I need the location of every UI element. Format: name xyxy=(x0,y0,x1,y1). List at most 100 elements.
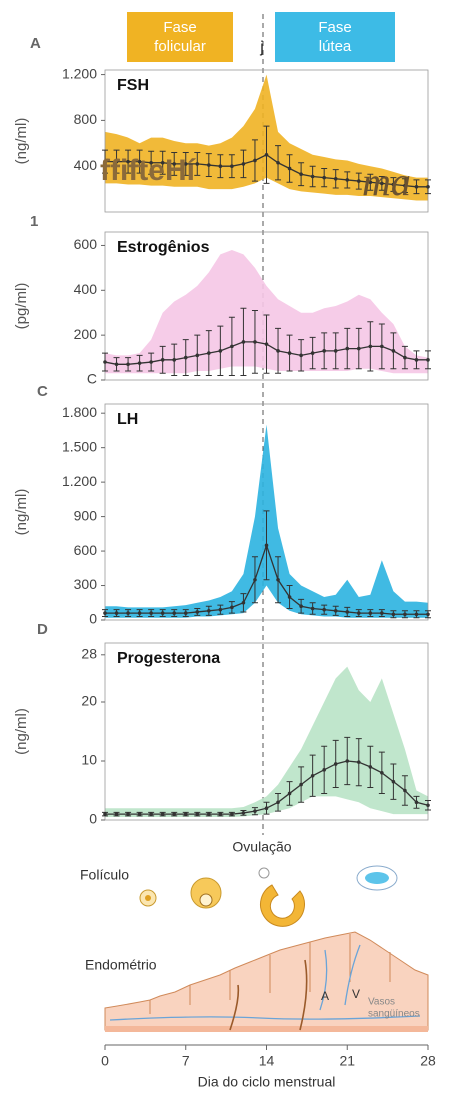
error-cap xyxy=(251,309,258,374)
mean-point xyxy=(287,166,292,171)
mean-point xyxy=(345,759,350,763)
annotation: ffifteHí xyxy=(100,154,197,187)
error-cap xyxy=(344,171,351,189)
mean-point xyxy=(391,349,396,353)
ovulation-marker: j xyxy=(259,39,264,56)
plot-frame xyxy=(104,403,429,621)
mean-point xyxy=(310,351,315,355)
mean-point xyxy=(207,812,211,816)
panel-label: A xyxy=(30,35,41,52)
error-cap xyxy=(413,795,420,809)
error-cap xyxy=(298,339,305,372)
error-cap xyxy=(355,327,362,370)
mean-point xyxy=(103,812,107,816)
mean-point xyxy=(426,185,430,189)
gland xyxy=(149,934,391,1014)
mean-point xyxy=(264,152,269,157)
mean-point xyxy=(287,595,292,599)
error-cap xyxy=(298,162,305,187)
mean-point xyxy=(230,344,234,349)
error-cap xyxy=(171,609,178,618)
error-cap xyxy=(309,754,316,797)
y-tick-label: 1.200 xyxy=(62,473,97,489)
mean-point xyxy=(207,163,211,167)
mean-point xyxy=(276,800,280,805)
mean-point xyxy=(230,812,234,816)
mean-point xyxy=(310,606,315,611)
panel-title: FSH xyxy=(117,77,149,94)
error-cap xyxy=(309,336,316,370)
mean-point xyxy=(264,342,269,346)
mean-point xyxy=(287,791,292,796)
y-tick-label: 600 xyxy=(74,236,98,252)
error-cap xyxy=(390,763,397,800)
mean-point xyxy=(160,812,165,816)
error-cap xyxy=(251,556,258,604)
mean-point xyxy=(403,788,407,793)
error-cap xyxy=(425,610,431,619)
mean-point xyxy=(345,178,350,182)
y-tick-label: 800 xyxy=(74,111,98,127)
mean-point xyxy=(195,353,200,358)
error-cap xyxy=(217,604,224,615)
error-cap xyxy=(413,610,420,619)
error-cap xyxy=(413,350,420,370)
error-cap xyxy=(390,610,397,619)
mean-point xyxy=(114,362,119,367)
error-cap xyxy=(344,736,351,786)
plot-frame xyxy=(104,69,429,213)
vein-label: V xyxy=(352,987,360,1001)
vessels-label: Vasos xyxy=(368,997,395,1008)
panel-label: D xyxy=(37,621,48,638)
mean-point xyxy=(114,812,119,816)
mean-point xyxy=(322,768,326,772)
error-cap xyxy=(113,357,120,372)
mean-point xyxy=(368,611,373,615)
error-cap xyxy=(344,327,351,370)
error-cap xyxy=(321,167,328,188)
mean-point xyxy=(322,607,326,612)
error-cap xyxy=(171,343,178,377)
phase-label: Fase xyxy=(318,19,351,36)
mean-point xyxy=(218,164,223,168)
luteal-box xyxy=(275,12,395,62)
error-cap xyxy=(102,609,108,618)
x-tick-label: 7 xyxy=(182,1053,190,1069)
mean-point xyxy=(368,344,373,349)
mean-point xyxy=(299,172,303,177)
endometrium-illustration: Endométrio A V Vasos sangüíneos xyxy=(85,931,429,1032)
error-cap xyxy=(182,339,189,377)
ovulacao-label: Ovulação xyxy=(232,839,291,855)
y-tick-label: 400 xyxy=(74,281,98,297)
mean-point xyxy=(333,762,338,766)
mean-point xyxy=(322,175,326,180)
error-cap xyxy=(251,807,258,816)
mean-point xyxy=(333,349,338,353)
error-cap xyxy=(378,323,385,370)
mean-point xyxy=(103,611,107,615)
mean-point xyxy=(299,782,303,787)
error-cap xyxy=(217,154,224,179)
mean-point xyxy=(172,812,177,816)
error-cap xyxy=(102,149,108,174)
x-tick-label: 0 xyxy=(101,1053,109,1069)
y-tick-label: 400 xyxy=(74,157,98,173)
phase-label: folicular xyxy=(154,38,206,55)
mean-point xyxy=(253,340,257,344)
corpus-luteum xyxy=(365,872,389,884)
error-cap xyxy=(136,609,143,618)
error-cap xyxy=(401,775,408,806)
y-tick-label: 900 xyxy=(74,507,98,523)
follicular-box xyxy=(127,12,233,62)
mean-point xyxy=(333,176,338,181)
mean-point xyxy=(126,362,130,367)
error-cap xyxy=(182,609,189,618)
mean-point xyxy=(426,803,430,808)
error-cap xyxy=(263,125,270,184)
error-cap xyxy=(355,172,362,190)
error-cap xyxy=(182,151,189,176)
x-tick-label: 28 xyxy=(420,1053,436,1069)
y-tick-label: 10 xyxy=(81,752,97,768)
mean-point xyxy=(114,159,119,164)
